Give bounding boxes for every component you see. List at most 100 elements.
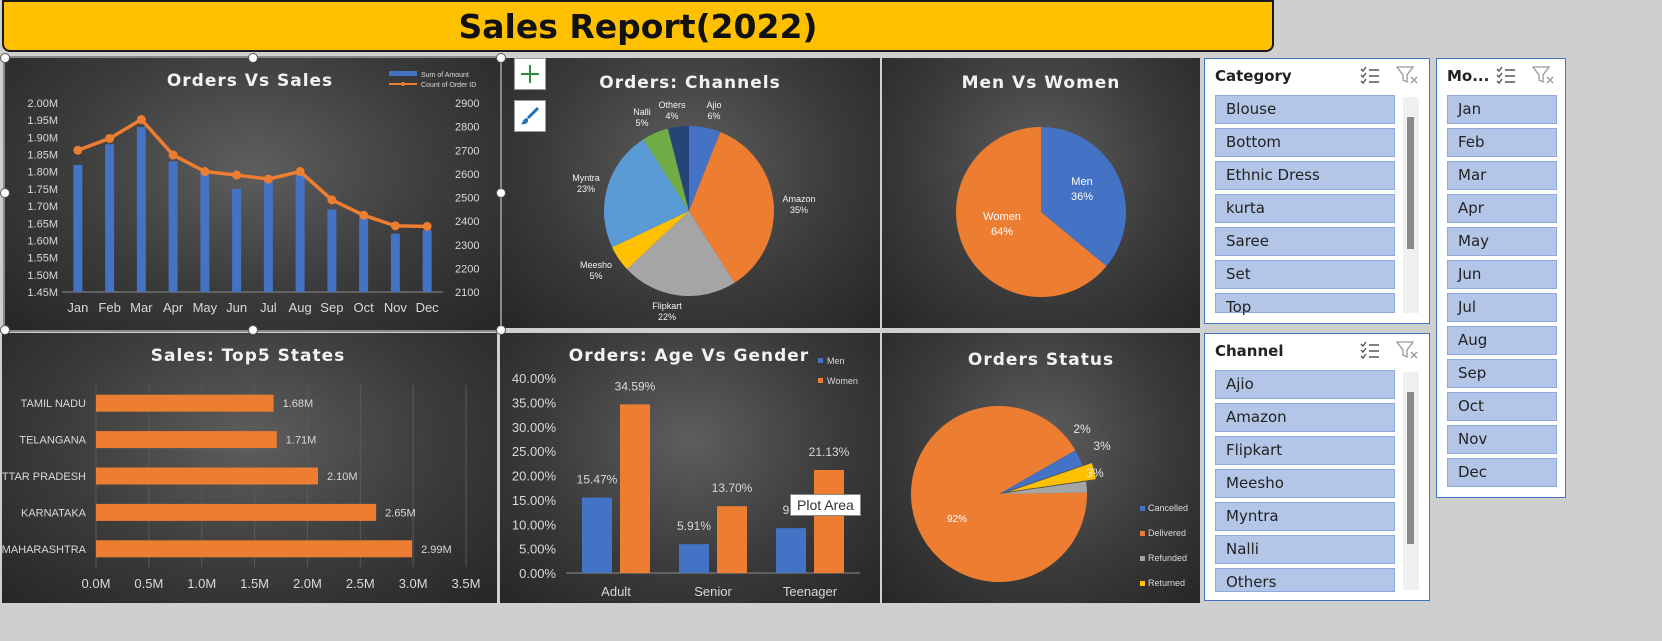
slicer-item-amazon[interactable]: Amazon: [1215, 403, 1395, 432]
y-left-tick: 1.90M: [27, 132, 58, 144]
multi-select-icon[interactable]: [1359, 340, 1381, 360]
resize-handle-w[interactable]: [0, 188, 10, 198]
bar-sum-of-amount: [168, 161, 178, 292]
line-point: [359, 210, 369, 220]
legend-swatch: [1140, 531, 1145, 536]
line-point: [73, 145, 83, 155]
category-slicer[interactable]: Category Blouse Bottom Ethnic Dress kurta Sa…: [1204, 58, 1430, 324]
slicer-item-apr[interactable]: Apr: [1447, 194, 1557, 223]
p2-svg: Orders: ChannelsAjio6%Amazon35%Flipkart2…: [572, 73, 815, 322]
bar-sum-of-amount: [263, 180, 273, 292]
y-tick: MAHARASHTRA: [2, 544, 87, 556]
clear-filter-icon[interactable]: [1531, 65, 1555, 85]
clear-filter-icon[interactable]: [1395, 340, 1419, 360]
sales-top5-states-chart[interactable]: Sales: Top5 States 0.0M 0.5M 1.0M 1.5M 2.0M 2.…: [2, 333, 497, 603]
resize-handle-nw[interactable]: [0, 53, 10, 63]
bar-sum-of-amount: [73, 164, 83, 292]
slicer-item-nalli[interactable]: Nalli: [1215, 535, 1395, 564]
slicer-item-saree[interactable]: Saree: [1215, 227, 1395, 256]
slicer-item-oct[interactable]: Oct: [1447, 392, 1557, 421]
pie-pct: 5%: [589, 271, 602, 281]
slicer-item-jun[interactable]: Jun: [1447, 260, 1557, 289]
legend-swatch: [818, 358, 823, 363]
slicer-item-may[interactable]: May: [1447, 227, 1557, 256]
orders-age-gender-chart[interactable]: Orders: Age Vs Gender 0.00% 5.00% 10.00% 15.…: [500, 333, 880, 603]
channel-slicer[interactable]: Channel Ajio Amazon Flipkart Meesho Myntra Na…: [1204, 333, 1430, 601]
pie-label: Nalli: [633, 107, 651, 117]
slicer-item-top[interactable]: Top: [1215, 293, 1395, 316]
slicer-item-blouse[interactable]: Blouse: [1215, 95, 1395, 124]
slicer-item-aug[interactable]: Aug: [1447, 326, 1557, 355]
chart-elements-button[interactable]: [514, 58, 546, 90]
slicer-item-others[interactable]: Others: [1215, 568, 1395, 592]
slicer-item-mar[interactable]: Mar: [1447, 161, 1557, 190]
pie-slice-returned: [1008, 462, 1096, 492]
orders-vs-sales-chart[interactable]: Orders Vs Sales 1.45M 1.50M 1.55M 1.60M 1.65M…: [3, 56, 502, 332]
pie-pct: 2%: [1073, 422, 1091, 436]
orders-status-chart[interactable]: Orders Status 3% 92% 2% 3% Cancelled Delivered…: [882, 333, 1200, 603]
slicer-item-dec[interactable]: Dec: [1447, 458, 1557, 487]
pie-pct: 35%: [790, 205, 808, 215]
paintbrush-icon: [521, 106, 540, 125]
pie-pct: 3%: [1086, 466, 1104, 480]
y-tick: KARNATAKA: [21, 507, 87, 519]
resize-handle-e[interactable]: [496, 188, 506, 198]
slicer-item-flipkart[interactable]: Flipkart: [1215, 436, 1395, 465]
channel-slicer-scrollbar[interactable]: [1403, 372, 1419, 590]
y-tick: TELANGANA: [19, 435, 86, 447]
p1-svg: Orders Vs Sales 1.45M 1.50M 1.55M 1.60M 1.65M…: [27, 71, 479, 315]
slicer-item-ajio[interactable]: Ajio: [1215, 370, 1395, 399]
pie-pct: 23%: [577, 184, 595, 194]
multi-select-icon[interactable]: [1495, 65, 1517, 85]
line-point: [263, 174, 273, 184]
slicer-item-meesho[interactable]: Meesho: [1215, 469, 1395, 498]
multi-select-icon[interactable]: [1359, 65, 1381, 85]
bar-men: [582, 497, 612, 573]
pie-slice-women: [956, 127, 1107, 297]
resize-handle-sw[interactable]: [0, 325, 10, 335]
slicer-item-feb[interactable]: Feb: [1447, 128, 1557, 157]
y-right-tick: 2800: [455, 122, 479, 134]
pie-slice-men: [1041, 127, 1126, 267]
month-slicer[interactable]: Mo... Jan Feb Mar Apr May Jun Jul Aug Sep Oct Nov D…: [1436, 58, 1566, 498]
line-point: [200, 167, 210, 177]
p3-svg: Men Vs Women Men 36% Women 64%: [956, 73, 1126, 297]
legend-label: Delivered: [1148, 528, 1186, 538]
slicer-item-nov[interactable]: Nov: [1447, 425, 1557, 454]
resize-handle-n[interactable]: [248, 53, 258, 63]
resize-handle-se[interactable]: [496, 325, 506, 335]
bar-sum-of-amount: [200, 171, 210, 292]
slicer-item-sep[interactable]: Sep: [1447, 359, 1557, 388]
bar-value-label: 2.99M: [421, 544, 452, 556]
slicer-item-jan[interactable]: Jan: [1447, 95, 1557, 124]
channel-slicer-title: Channel: [1215, 342, 1284, 360]
y-tick: 40.00%: [512, 371, 557, 386]
slicer-item-jul[interactable]: Jul: [1447, 293, 1557, 322]
slicer-item-set[interactable]: Set: [1215, 260, 1395, 289]
clear-filter-icon[interactable]: [1395, 65, 1419, 85]
x-tick: Senior: [694, 584, 732, 599]
line-point: [390, 221, 400, 231]
resize-handle-s[interactable]: [248, 325, 258, 335]
slicer-item-kurta[interactable]: kurta: [1215, 194, 1395, 223]
x-tick: Jan: [67, 300, 88, 315]
legend-label: Women: [827, 376, 858, 386]
slicer-item-myntra[interactable]: Myntra: [1215, 502, 1395, 531]
category-slicer-scrollbar[interactable]: [1403, 97, 1419, 313]
men-vs-women-chart[interactable]: Men Vs Women Men 36% Women 64%: [882, 58, 1200, 328]
chart-title: Orders: Channels: [599, 73, 780, 93]
chart-styles-button[interactable]: [514, 100, 546, 132]
legend-swatch: [1140, 506, 1145, 511]
resize-handle-ne[interactable]: [496, 53, 506, 63]
slicer-item-bottom[interactable]: Bottom: [1215, 128, 1395, 157]
slicer-item-ethnic-dress[interactable]: Ethnic Dress: [1215, 161, 1395, 190]
pie-pct: 36%: [1071, 191, 1093, 203]
orders-channels-chart[interactable]: Orders: Channels Ajio 6% Amazon 35% Flipkart 2…: [502, 58, 880, 328]
x-tick: 3.5M: [452, 576, 481, 591]
bar-men: [776, 528, 806, 573]
pie-label: Myntra: [572, 173, 600, 183]
y-right-tick: 2500: [455, 193, 479, 205]
plot-area-tooltip: Plot Area: [790, 494, 861, 516]
y-right-tick: 2700: [455, 145, 479, 157]
x-tick: Oct: [354, 300, 375, 315]
